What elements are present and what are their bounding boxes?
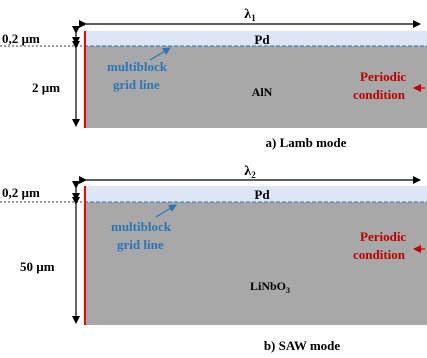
caption-a: a) Lamb mode [266, 135, 347, 150]
pd-layer-a [84, 31, 427, 46]
periodic-label-a: Periodic condition [353, 69, 409, 102]
wavelength-label-b: λ2 [244, 164, 256, 180]
grid-pointer-a [149, 47, 171, 61]
pd-layer-b [84, 186, 427, 202]
grid-pointer-b [155, 204, 177, 218]
substrate-b [84, 202, 427, 325]
substrate-a [84, 46, 427, 128]
wavelength-label-a: λ1 [244, 7, 256, 23]
grid-label-a: multiblock grid line [107, 59, 170, 92]
top-thickness-label-b: 0,2 µm [2, 185, 40, 200]
pd-label-a: Pd [254, 32, 270, 47]
panel-saw: λ2 Pd LiNbO3 multiblock grid line Period… [0, 164, 427, 353]
periodic-label-b: Periodic condition [353, 229, 409, 262]
substrate-label-b: LiNbO3 [250, 279, 290, 295]
top-thickness-label-a: 0,2 µm [2, 31, 40, 46]
grid-label-b: multiblock grid line [111, 219, 174, 252]
substrate-thickness-label-a: 2 µm [32, 80, 60, 95]
substrate-label-a: AlN [252, 85, 273, 99]
panel-lamb: λ1 Pd AlN multiblock grid line Periodic … [0, 7, 427, 150]
pd-label-b: Pd [254, 187, 270, 202]
substrate-thickness-label-b: 50 µm [20, 259, 55, 274]
caption-b: b) SAW mode [264, 338, 341, 353]
